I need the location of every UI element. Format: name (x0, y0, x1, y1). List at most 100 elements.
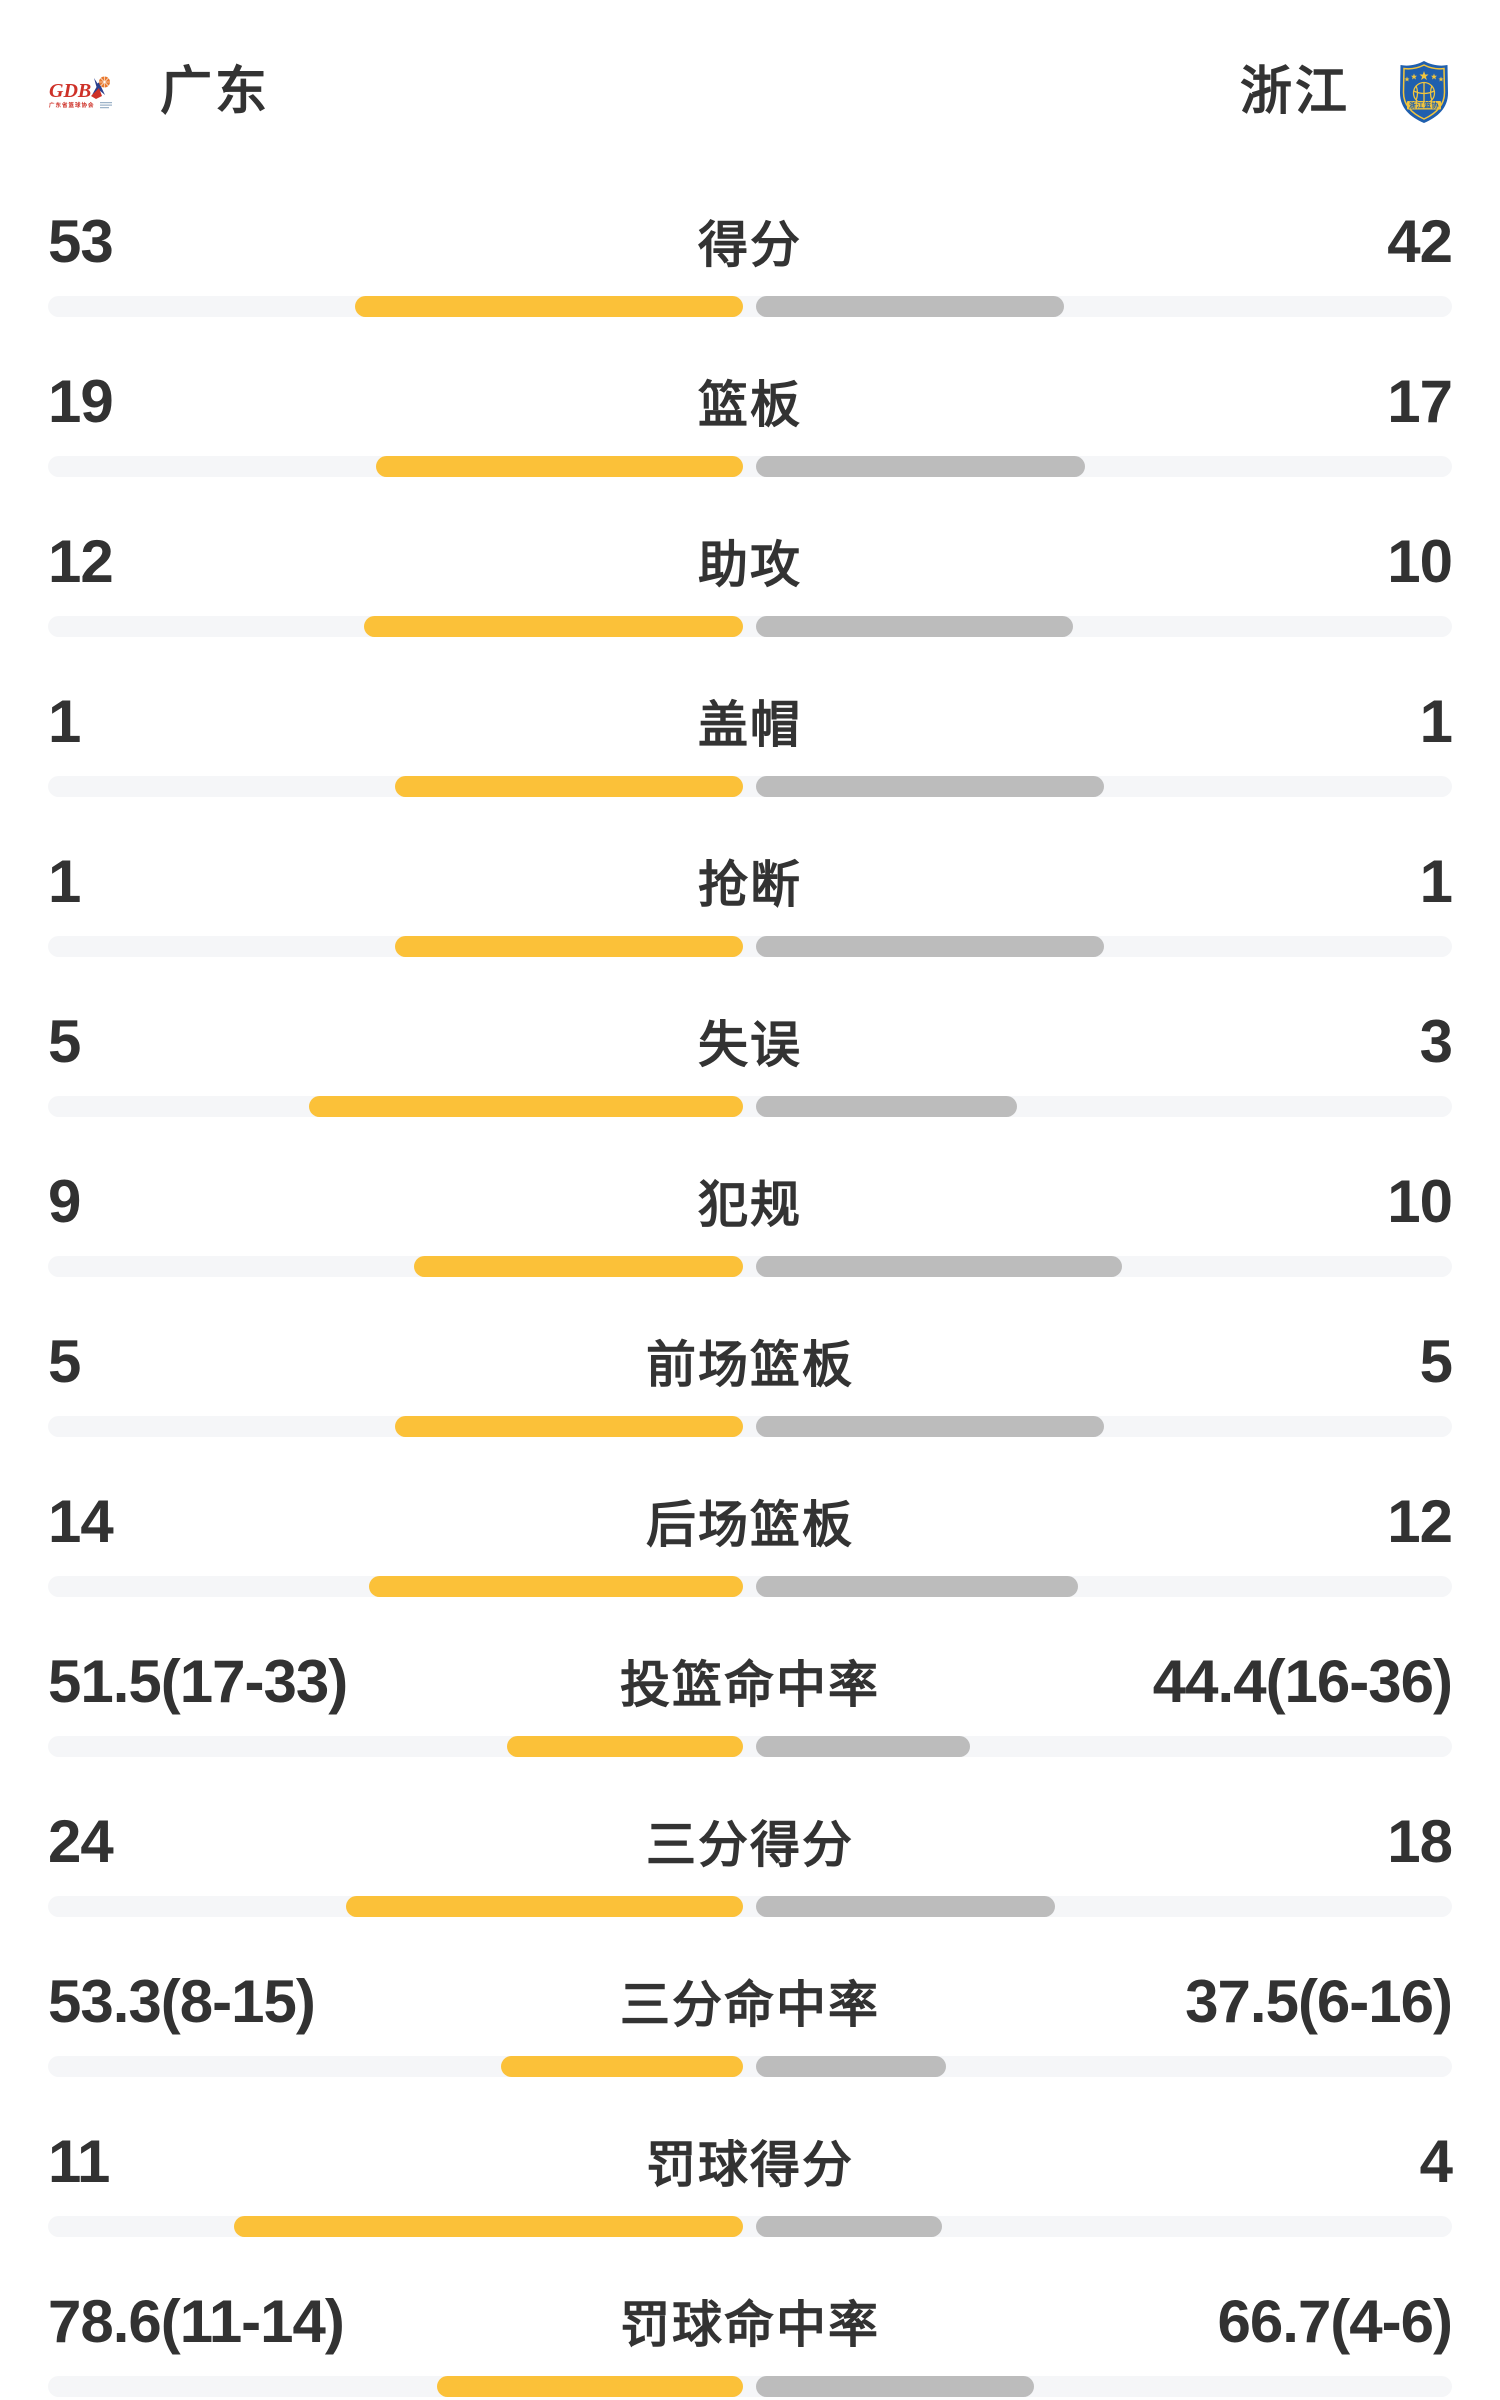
home-bar (395, 776, 743, 797)
stat-row: 14 后场篮板 12 (48, 1438, 1453, 1598)
stat-line: 5 前场篮板 5 (48, 1328, 1453, 1395)
stat-home-value: 51.5(17-33) (48, 1648, 348, 1715)
stat-home-value: 1 (48, 848, 81, 915)
stat-label: 罚球得分 (646, 2137, 854, 2193)
away-team-name: 浙江 (1239, 63, 1350, 121)
stat-away-value: 17 (1387, 368, 1453, 435)
stat-line: 53.3(8-15) 三分命中率 37.5(6-16) (48, 1968, 1453, 2035)
stats-rows: 53 得分 42 19 篮板 17 12 助攻 10 (48, 158, 1453, 2398)
stat-bar-track (48, 456, 1452, 477)
stat-bar-track (48, 2376, 1452, 2397)
stat-away-value: 1 (1419, 848, 1453, 915)
stat-bar-track (48, 1096, 1452, 1117)
stat-line: 24 三分得分 18 (48, 1808, 1453, 1875)
stat-home-value: 53.3(8-15) (48, 1968, 316, 2035)
stat-line: 14 后场篮板 12 (48, 1488, 1453, 1555)
stat-label: 得分 (698, 217, 802, 273)
home-bar (395, 1416, 743, 1437)
stat-line: 19 篮板 17 (48, 368, 1453, 435)
home-bar (369, 1576, 743, 1597)
stat-bar-track (48, 1256, 1452, 1277)
stat-row: 11 罚球得分 4 (48, 2078, 1453, 2238)
stat-row: 1 抢断 1 (48, 798, 1453, 958)
stat-home-value: 14 (48, 1488, 114, 1555)
stat-row: 19 篮板 17 (48, 318, 1453, 478)
svg-text:浙江篮协: 浙江篮协 (1409, 101, 1439, 110)
home-bar (395, 936, 743, 957)
stat-label: 三分得分 (646, 1817, 854, 1873)
away-bar (756, 2056, 946, 2077)
stat-line: 1 抢断 1 (48, 848, 1453, 915)
stat-row: 24 三分得分 18 (48, 1758, 1453, 1918)
stat-away-value: 10 (1387, 1168, 1453, 1235)
stat-bar-track (48, 1896, 1452, 1917)
stat-bar-track (48, 616, 1452, 637)
stat-home-value: 19 (48, 368, 114, 435)
away-bar (756, 456, 1085, 477)
stat-bar-track (48, 1576, 1452, 1597)
away-bar (756, 2216, 942, 2237)
stat-label: 助攻 (698, 537, 802, 593)
away-bar (756, 1896, 1055, 1917)
stat-bar-track (48, 1416, 1452, 1437)
away-bar (756, 616, 1073, 637)
home-bar (414, 1256, 743, 1277)
svg-text:广东省篮球协会: 广东省篮球协会 (49, 101, 95, 109)
stat-home-value: 5 (48, 1328, 81, 1395)
stat-label: 罚球命中率 (620, 2297, 880, 2353)
stat-label: 犯规 (698, 1177, 802, 1233)
stat-line: 51.5(17-33) 投篮命中率 44.4(16-36) (48, 1648, 1453, 1715)
home-team-header[interactable]: GDB 广东省篮球协会 广东 (48, 66, 270, 118)
stat-label: 前场篮板 (646, 1337, 854, 1393)
stat-bar-track (48, 1736, 1452, 1757)
stat-home-value: 9 (48, 1168, 81, 1235)
stat-label: 盖帽 (698, 697, 802, 753)
stat-bar-track (48, 936, 1452, 957)
away-bar (756, 1416, 1104, 1437)
stat-line: 5 失误 3 (48, 1008, 1453, 1075)
stat-home-value: 24 (48, 1808, 114, 1875)
home-bar (437, 2376, 743, 2397)
away-bar (756, 776, 1104, 797)
away-bar (756, 1256, 1122, 1277)
away-bar (756, 2376, 1034, 2397)
home-bar (355, 296, 743, 317)
away-team-logo zhejiang-shield-icon: 浙江篮协 (1400, 61, 1448, 123)
home-team-logo gdba-logo-icon: GDB 广东省篮球协会 (49, 76, 112, 109)
stat-away-value: 12 (1387, 1488, 1453, 1555)
svg-text:GDB: GDB (49, 80, 91, 102)
stat-home-value: 1 (48, 688, 81, 755)
stat-away-value: 18 (1387, 1808, 1453, 1875)
stat-line: 12 助攻 10 (48, 530, 1453, 593)
stat-bar-track (48, 296, 1452, 317)
stat-home-value: 11 (48, 2128, 110, 2195)
home-bar (364, 616, 743, 637)
away-team-header[interactable]: 浙江 浙江篮协 (1240, 59, 1452, 125)
stat-row: 78.6(11-14) 罚球命中率 66.7(4-6) (48, 2238, 1453, 2398)
stat-row: 12 助攻 10 (48, 478, 1453, 638)
stat-label: 失误 (698, 1017, 802, 1073)
stat-label: 篮板 (698, 377, 802, 433)
away-bar (756, 936, 1104, 957)
stat-bar-track (48, 2056, 1452, 2077)
stat-home-value: 78.6(11-14) (48, 2288, 345, 2355)
stat-label: 后场篮板 (646, 1497, 854, 1553)
home-bar (309, 1096, 743, 1117)
stat-row: 51.5(17-33) 投篮命中率 44.4(16-36) (48, 1598, 1453, 1758)
stat-label: 三分命中率 (620, 1977, 880, 2033)
stat-away-value: 42 (1387, 208, 1453, 275)
stat-line: 11 罚球得分 4 (48, 2128, 1453, 2195)
stat-away-value: 37.5(6-16) (1185, 1968, 1453, 2035)
stat-home-value: 5 (48, 1008, 81, 1075)
stat-row: 53 得分 42 (48, 158, 1453, 318)
stat-away-value: 66.7(4-6) (1217, 2288, 1453, 2355)
home-bar (346, 1896, 743, 1917)
away-bar (756, 1736, 970, 1757)
home-bar (501, 2056, 743, 2077)
home-team-name: 广东 (160, 63, 271, 121)
stat-label: 抢断 (698, 857, 802, 913)
stat-home-value: 53 (48, 208, 114, 275)
home-bar (234, 2216, 743, 2237)
stat-line: 53 得分 42 (48, 208, 1453, 275)
